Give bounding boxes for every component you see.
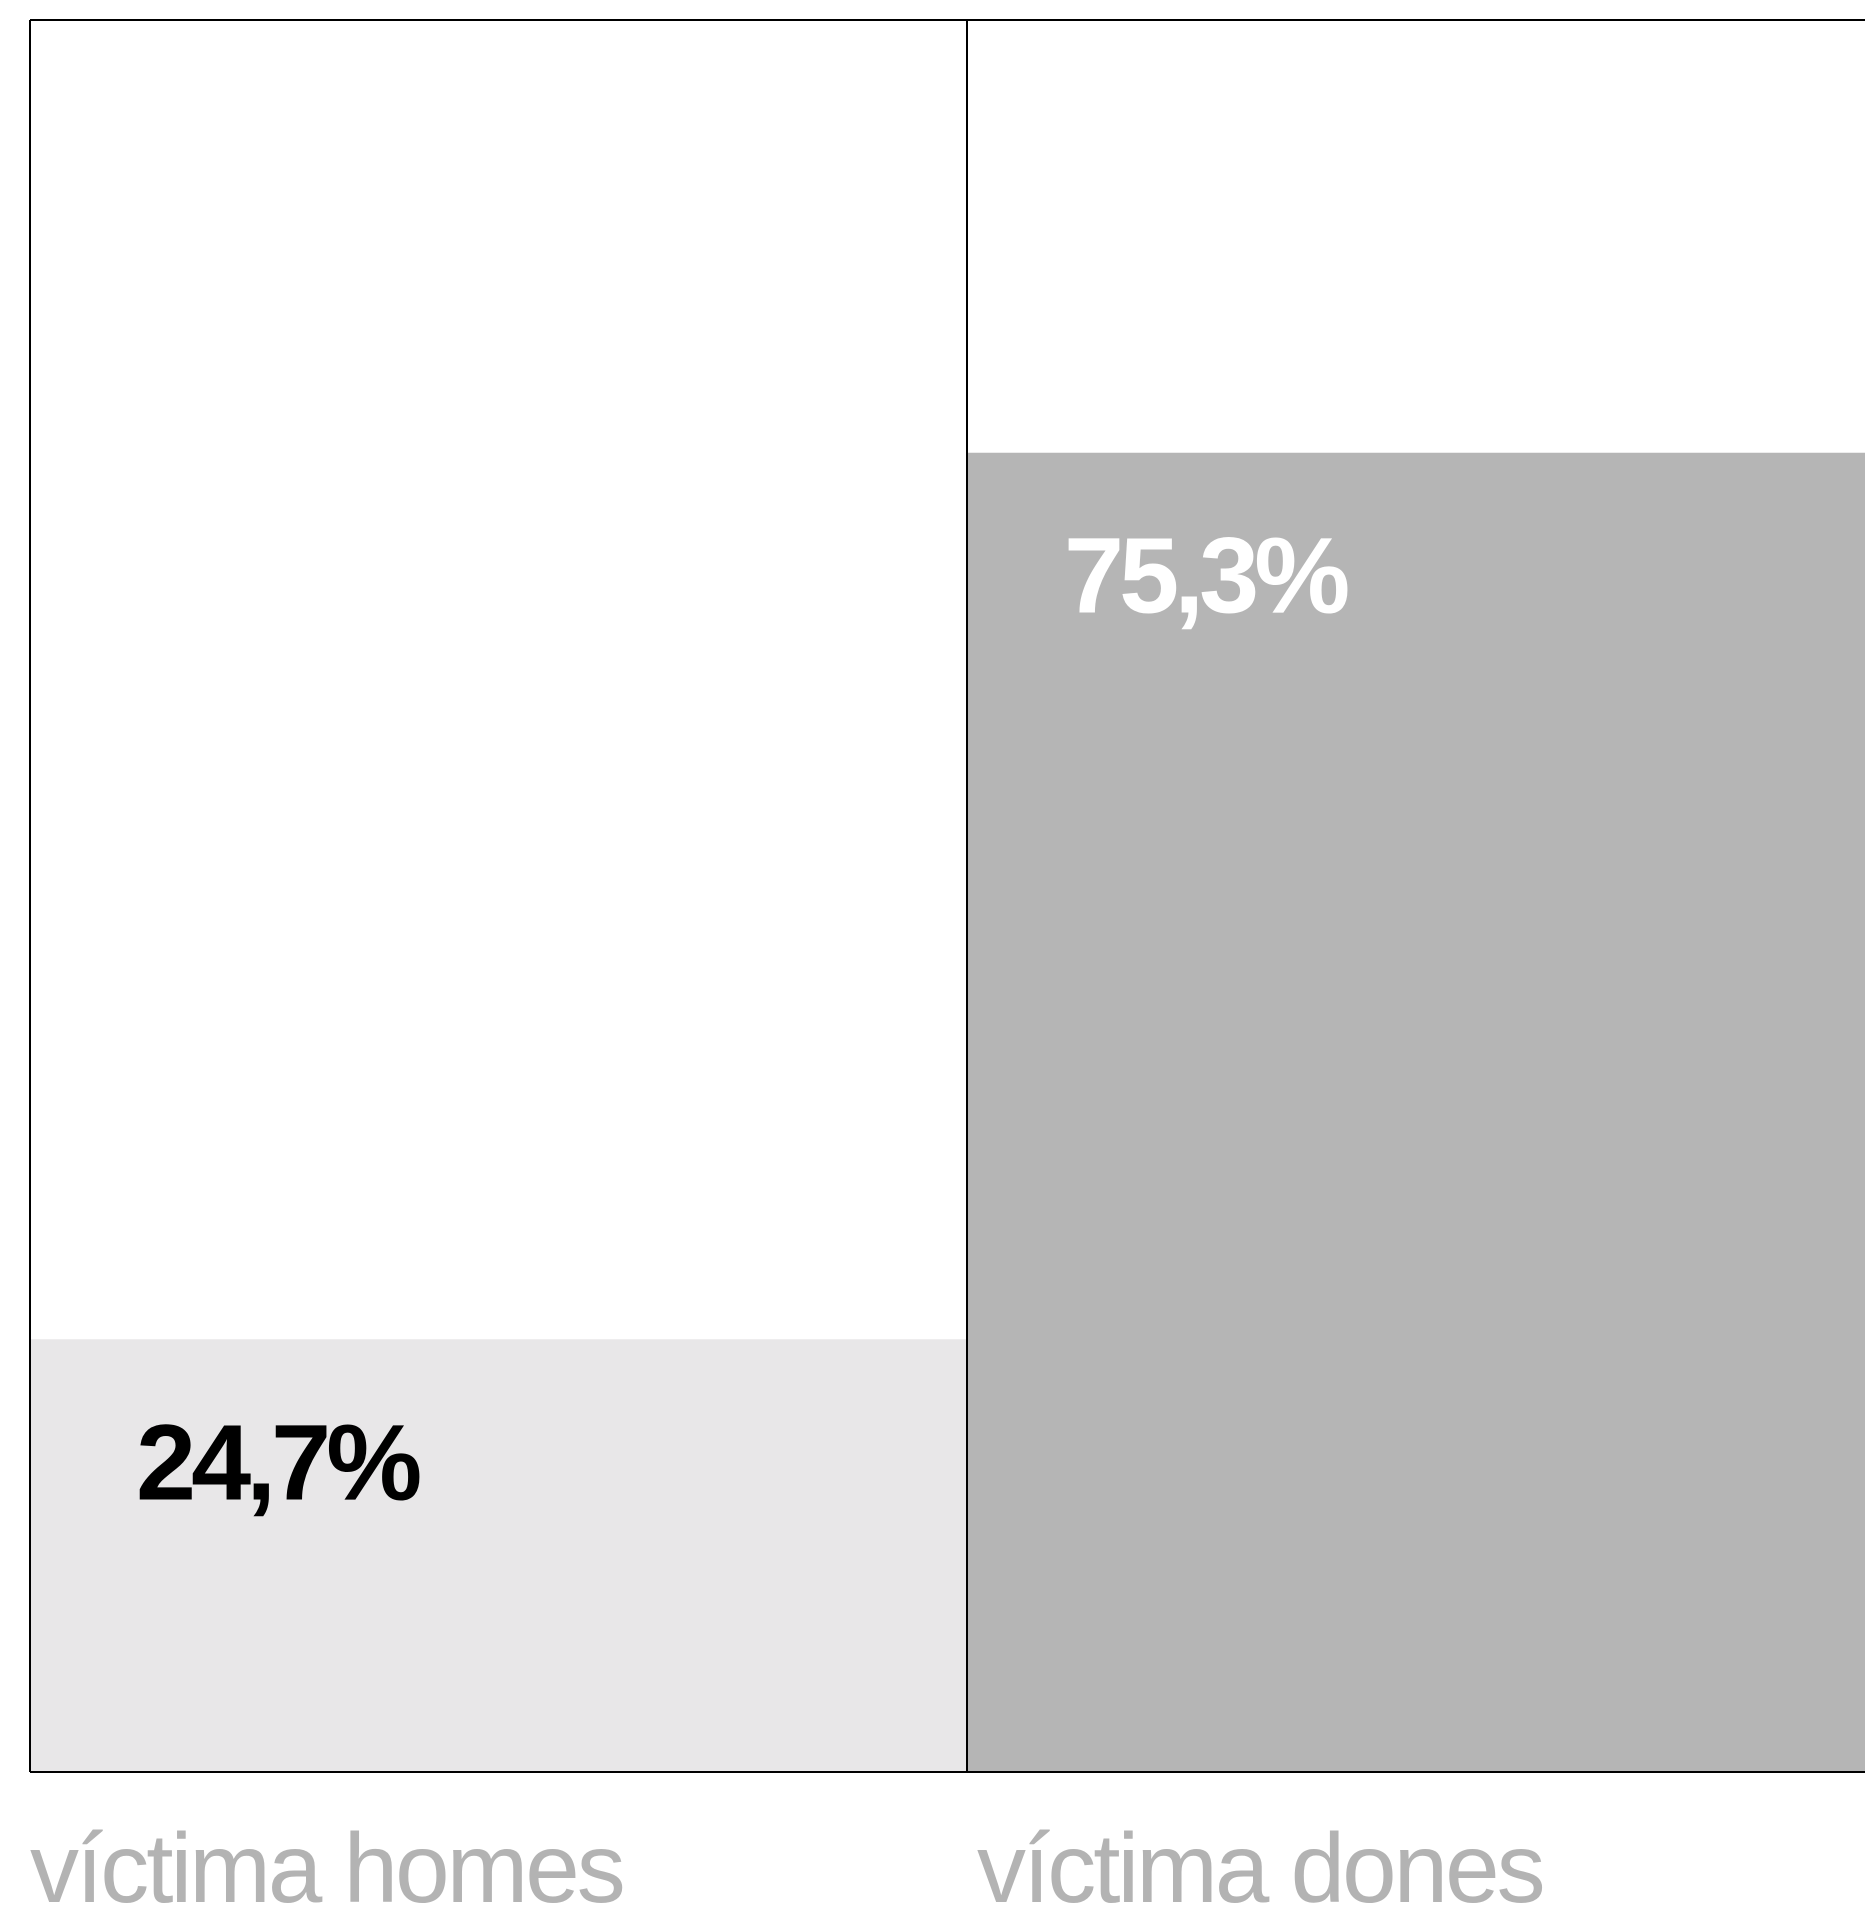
bar-value-label-homes: 24,7% bbox=[136, 1401, 420, 1522]
plot-frame bbox=[29, 19, 1865, 1773]
category-label-dones: víctima dones bbox=[977, 1813, 1543, 1917]
labels-layer: 24,7% víctima homes 75,3% víctima dones bbox=[30, 515, 1546, 1922]
bar-value-label-dones: 75,3% bbox=[1064, 515, 1348, 636]
category-label-homes: víctima homes bbox=[30, 1813, 623, 1917]
bar-dones bbox=[967, 452, 1865, 1772]
bar-homes bbox=[30, 1339, 967, 1772]
bars-layer bbox=[30, 452, 1865, 1772]
